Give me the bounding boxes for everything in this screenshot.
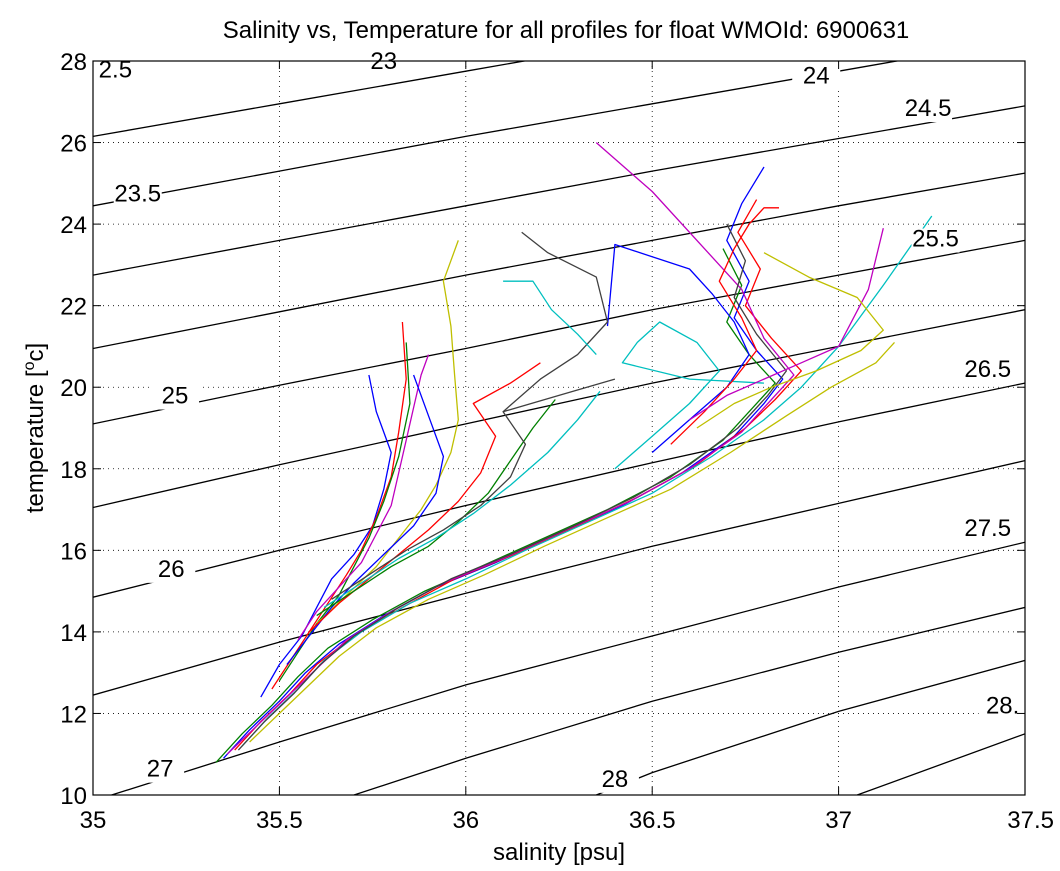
contour-label: 27 <box>147 756 174 783</box>
contour-label: 27.5 <box>964 515 1011 542</box>
contour-label-bg <box>911 228 960 253</box>
y-tick-label: 26 <box>60 131 87 158</box>
y-tick-label: 16 <box>60 538 87 565</box>
y-axis-label-main: temperature [ <box>22 370 49 513</box>
x-tick-label: 37 <box>825 807 852 834</box>
y-tick-label: 20 <box>60 375 87 402</box>
contour-label-bg <box>590 768 639 793</box>
y-axis-label-superscript: o <box>21 361 38 370</box>
x-tick-label: 37.5 <box>1007 807 1054 834</box>
y-tick-label: 14 <box>60 620 87 647</box>
profile-line <box>670 207 779 445</box>
contour-label: 23.5 <box>114 181 161 208</box>
profile-line <box>215 248 776 763</box>
isopycnal-line <box>93 382 1025 598</box>
contour-label: 26 <box>158 556 185 583</box>
chart-title: Salinity vs, Temperature for all profile… <box>223 17 910 44</box>
y-axis-label-end: c] <box>22 343 49 362</box>
y-tick-label: 18 <box>60 457 87 484</box>
profile-line <box>323 390 601 608</box>
isopycnal-line <box>93 239 1025 425</box>
axis-ticks <box>92 60 1026 796</box>
contour-label-bg <box>113 183 162 208</box>
contour-label-bg <box>91 59 140 84</box>
contour-label-bg <box>904 98 953 123</box>
profile-line <box>297 354 430 641</box>
y-tick-label: 12 <box>60 701 87 728</box>
contour-label: 24.5 <box>905 95 952 122</box>
y-tick-label: 28 <box>60 49 87 76</box>
isopycnal-line <box>93 309 1025 509</box>
contour-label: 25.5 <box>912 226 959 253</box>
y-tick-label: 22 <box>60 294 87 321</box>
profile-line <box>503 280 597 356</box>
profile-line <box>260 374 392 698</box>
plot-area <box>93 61 1025 795</box>
contour-label-bg <box>963 359 1012 384</box>
contour-label-bg <box>792 65 841 90</box>
contour-label-bg <box>963 518 1012 543</box>
axes-frame <box>92 60 1026 796</box>
y-tick-labels: 10 12 14 16 18 20 22 24 26 28 <box>60 49 87 810</box>
contour-label: 28 <box>602 766 629 793</box>
x-tick-label: 35 <box>80 807 107 834</box>
isopycnal-line <box>93 61 901 207</box>
profile-line <box>308 362 541 633</box>
isopycnal-line <box>93 105 1025 276</box>
grid-lines <box>93 61 1025 795</box>
profile-line <box>331 378 616 600</box>
x-tick-label: 36.5 <box>629 807 676 834</box>
contour-label: 23 <box>370 48 397 75</box>
contour-label-bg <box>359 51 408 76</box>
contour-label-bg <box>136 758 185 783</box>
y-tick-label: 10 <box>60 783 87 810</box>
profile-line <box>249 341 895 743</box>
isopycnal-line <box>856 733 1025 795</box>
isopycnal-line <box>93 61 528 138</box>
y-axis-label: temperature [oc] <box>21 343 49 513</box>
contour-label: 2.5 <box>99 56 132 83</box>
profile-line <box>316 240 459 625</box>
profile-line <box>502 231 609 413</box>
contour-label-bg <box>978 695 1027 720</box>
x-tick-label: 35.5 <box>256 807 303 834</box>
profile-line <box>614 321 765 470</box>
contour-label: 26.5 <box>964 356 1011 383</box>
profile-line <box>316 399 556 617</box>
contour-label: 25 <box>162 383 189 410</box>
profile-line <box>606 243 750 453</box>
contour-label-bg <box>147 558 196 583</box>
isopycnal-line <box>111 541 1025 795</box>
profile-line <box>689 228 884 421</box>
contour-label: 28. <box>986 692 1019 719</box>
isopycnal-line <box>353 606 1025 795</box>
x-tick-labels: 35 35.5 36 36.5 37 37.5 <box>80 807 1054 834</box>
isopycnal-line <box>93 459 1025 696</box>
x-tick-label: 36 <box>452 807 479 834</box>
contour-label: 24 <box>803 62 830 89</box>
profile-line <box>237 223 788 751</box>
y-tick-label: 24 <box>60 212 87 239</box>
profile-line <box>271 321 407 690</box>
contour-label-bg <box>151 385 200 410</box>
profile-series <box>215 142 933 763</box>
profile-line <box>696 252 884 429</box>
x-axis-label: salinity [psu] <box>493 839 625 866</box>
